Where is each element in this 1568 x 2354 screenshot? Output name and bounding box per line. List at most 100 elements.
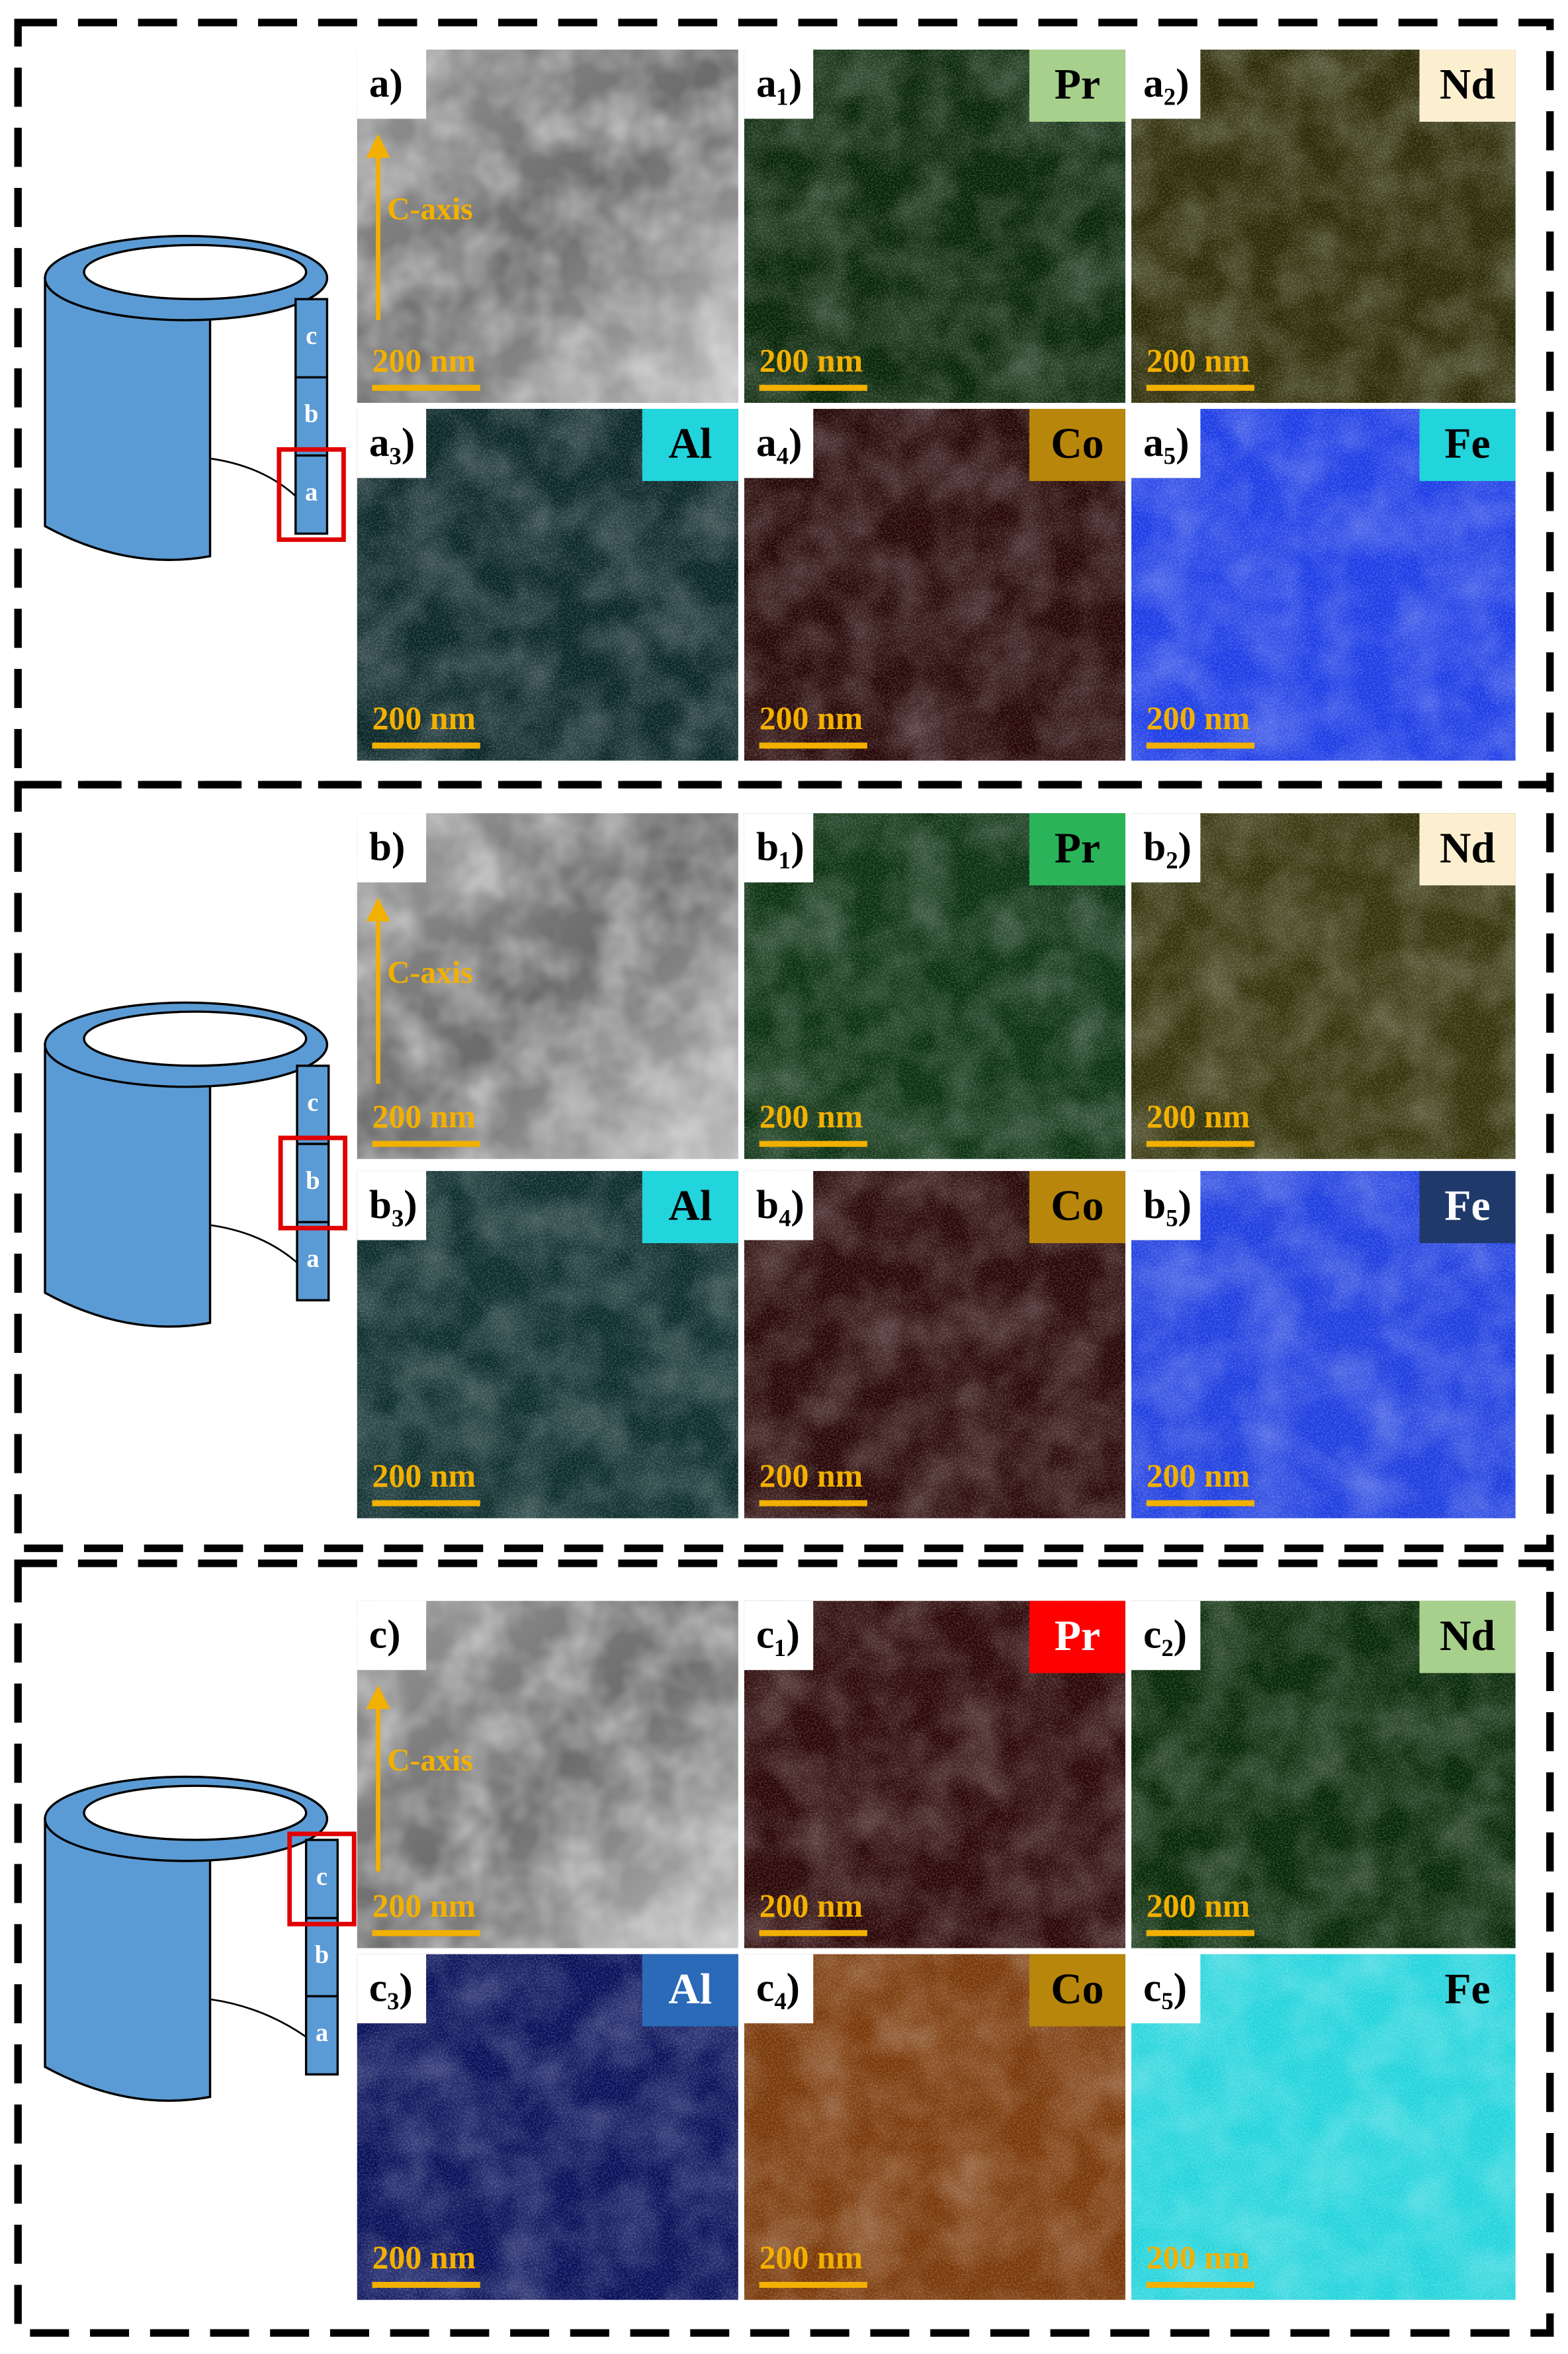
element-tag: Co xyxy=(1051,419,1104,468)
panel-label: a₁) xyxy=(756,61,802,106)
panel-label: b₃) xyxy=(369,1182,417,1227)
label-bg xyxy=(1131,1600,1201,1671)
label-bg xyxy=(1131,1170,1201,1241)
cylinder-hole xyxy=(83,243,308,300)
label-bg xyxy=(357,408,427,478)
cylinder-curve xyxy=(210,457,296,497)
panel-label: b₁) xyxy=(756,824,805,869)
label-bg xyxy=(1131,813,1201,883)
element-tag: Pr xyxy=(1055,824,1100,872)
element-tag: Al xyxy=(668,1965,712,2013)
label-bg xyxy=(357,813,427,883)
element-tag: Pr xyxy=(1055,1612,1100,1660)
element-tag-bg xyxy=(642,1954,738,2027)
element-tag: Co xyxy=(1051,1182,1104,1230)
selection-box xyxy=(277,447,346,543)
scale-bar-label: 200 nm xyxy=(372,1888,476,1924)
element-tag: Fe xyxy=(1444,419,1490,468)
scale-bar-label: 200 nm xyxy=(1147,1458,1250,1494)
c-axis-arrowhead xyxy=(366,134,390,158)
cylinder-curve xyxy=(210,1998,307,2038)
selection-box xyxy=(278,1135,348,1231)
scale-bar-label: 200 nm xyxy=(760,1888,863,1924)
label-bg xyxy=(357,1954,427,2024)
scale-bar-label: 200 nm xyxy=(760,1458,863,1494)
panel-label: a₅) xyxy=(1143,420,1189,465)
label-bg xyxy=(357,1170,427,1241)
cylinder-hole xyxy=(83,1784,308,1841)
cylinder-hole xyxy=(83,1010,308,1067)
element-tag-bg xyxy=(1419,1600,1516,1673)
panel-label: b₄) xyxy=(756,1182,805,1227)
scale-bar-label: 200 nm xyxy=(372,2240,476,2276)
element-tag: Al xyxy=(668,1182,712,1230)
element-tag-bg xyxy=(1029,813,1125,886)
cylinder-strip xyxy=(294,298,329,535)
panel-label: a₄) xyxy=(756,420,802,465)
scale-bar-label: 200 nm xyxy=(372,700,476,736)
element-tag-bg xyxy=(1419,1170,1516,1243)
element-tag-bg xyxy=(1029,1954,1125,2027)
element-tag-bg xyxy=(1419,49,1516,122)
cylinder-strip xyxy=(304,1839,339,2076)
micrograph xyxy=(1131,1600,1516,1948)
label-bg xyxy=(1131,408,1201,478)
scale-bar-label: 200 nm xyxy=(760,1098,863,1135)
label-bg xyxy=(744,1954,814,2024)
label-bg xyxy=(744,408,814,478)
c-axis-label: C-axis xyxy=(387,1743,473,1778)
panel-label: b₂) xyxy=(1143,824,1192,869)
c-axis-label: C-axis xyxy=(387,955,473,990)
panel-label: a₃) xyxy=(369,420,415,465)
panel-border xyxy=(14,781,1554,1552)
element-tag-bg xyxy=(1029,49,1125,122)
element-tag: Al xyxy=(668,419,712,468)
scale-bar-label: 200 nm xyxy=(760,342,863,378)
element-tag-bg xyxy=(642,408,738,482)
element-tag: Pr xyxy=(1055,60,1100,109)
element-tag-bg xyxy=(1029,1170,1125,1243)
label-bg xyxy=(1131,1954,1201,2024)
panel-border xyxy=(14,1559,1554,2337)
panel-label: c₁) xyxy=(756,1612,800,1657)
element-tag-bg xyxy=(1029,1600,1125,1673)
scale-bar-label: 200 nm xyxy=(372,1458,476,1494)
c-axis-label: C-axis xyxy=(387,192,473,226)
panel-border xyxy=(14,19,1554,789)
element-tag-bg xyxy=(1419,408,1516,482)
scale-bar-label: 200 nm xyxy=(1147,2240,1250,2276)
scale-bar-label: 200 nm xyxy=(1147,700,1250,736)
strip-label: c xyxy=(306,322,317,350)
strip-label: a xyxy=(316,2019,328,2047)
scale-bar-label: 200 nm xyxy=(372,1098,476,1135)
label-bg xyxy=(744,1170,814,1241)
panel-label: c) xyxy=(369,1612,401,1657)
label-bg xyxy=(744,1600,814,1671)
cylinder-body xyxy=(44,1817,212,2102)
scale-bar-label: 200 nm xyxy=(372,342,476,378)
element-tag: Fe xyxy=(1444,1965,1490,2013)
strip-label: a xyxy=(305,478,318,506)
element-tag: Nd xyxy=(1440,60,1495,109)
scale-bar-label: 200 nm xyxy=(760,2240,863,2276)
element-tag-bg xyxy=(1029,408,1125,482)
panel-label: a₂) xyxy=(1143,61,1189,106)
element-tag: Co xyxy=(1051,1965,1104,2013)
element-tag-bg xyxy=(1419,813,1516,886)
panel-label: c₅) xyxy=(1143,1965,1187,2010)
label-bg xyxy=(1131,49,1201,119)
c-axis-arrowhead xyxy=(366,1684,390,1710)
panel-label: a) xyxy=(369,61,403,106)
selection-box xyxy=(287,1831,357,1927)
panel-label: c₃) xyxy=(369,1965,413,2010)
strip-label: c xyxy=(316,1863,327,1891)
scale-bar-label: 200 nm xyxy=(760,700,863,736)
panel-label: c₂) xyxy=(1143,1612,1187,1657)
label-bg xyxy=(357,49,427,119)
c-axis-arrowhead xyxy=(366,897,390,922)
label-bg xyxy=(744,49,814,119)
cylinder-curve xyxy=(210,1224,298,1264)
scale-bar-label: 200 nm xyxy=(1147,1888,1250,1924)
strip-label: b xyxy=(315,1941,329,1969)
